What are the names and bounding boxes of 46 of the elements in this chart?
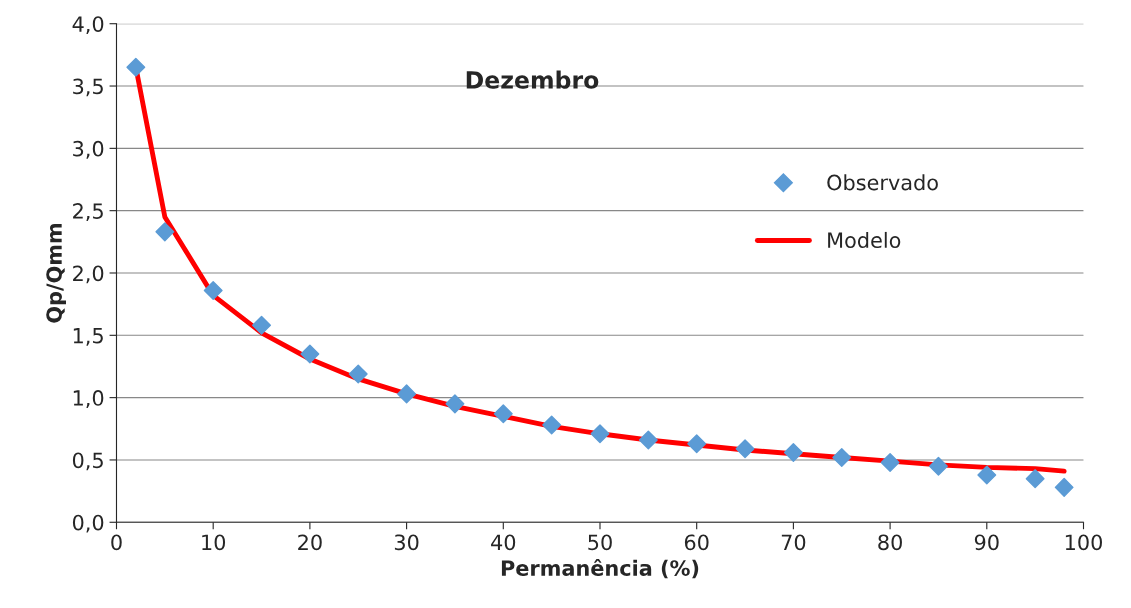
point <box>638 430 658 450</box>
x-tick-label: 30 <box>394 534 419 551</box>
point <box>783 442 803 462</box>
point <box>126 57 146 77</box>
point <box>203 280 223 300</box>
text: Dezembro <box>466 70 599 89</box>
x-tick-label: 10 <box>202 534 226 551</box>
point <box>1025 469 1045 489</box>
point <box>155 222 175 242</box>
point <box>397 384 417 404</box>
point <box>687 434 707 454</box>
x-tick-label: 0 <box>111 534 122 551</box>
point <box>928 456 948 476</box>
y-tick-label: 0,0 <box>72 514 104 533</box>
x-tick-label: 80 <box>878 534 902 551</box>
point <box>348 364 368 384</box>
y-tick-label: 1,5 <box>73 328 103 346</box>
x-tick-label: 50 <box>588 534 612 551</box>
y-tick-label: 4,0 <box>72 16 104 35</box>
point <box>1054 477 1074 497</box>
point <box>300 344 320 364</box>
point <box>880 452 900 472</box>
x-tick-label: 20 <box>298 534 322 551</box>
point <box>445 394 465 414</box>
x-tick-label: 60 <box>684 534 709 551</box>
x-tick-label: 100 <box>1065 534 1102 551</box>
legend-label: Observado <box>827 174 938 191</box>
x-tick-label: 40 <box>491 534 516 551</box>
y-tick-label: 1,0 <box>73 390 104 408</box>
y-tick-label: 2,5 <box>73 203 103 222</box>
y-tick-label: 3,5 <box>73 78 103 97</box>
y-tick-label: 2,0 <box>73 265 104 284</box>
point <box>252 315 272 335</box>
point <box>493 404 513 424</box>
point <box>735 439 755 459</box>
x-tick-label: 90 <box>974 534 999 551</box>
point <box>977 465 997 485</box>
legend-label: Modelo <box>828 231 901 249</box>
y-axis-title: Qp/Qmm <box>46 223 66 323</box>
point <box>542 415 562 435</box>
y-tick-label: 0,5 <box>72 452 103 471</box>
y-tick-label: 3,0 <box>73 140 104 159</box>
point <box>590 424 610 444</box>
x-tick-label: 70 <box>781 534 806 551</box>
point <box>832 447 852 467</box>
x-axis-title: Permanência (%) <box>501 558 699 579</box>
